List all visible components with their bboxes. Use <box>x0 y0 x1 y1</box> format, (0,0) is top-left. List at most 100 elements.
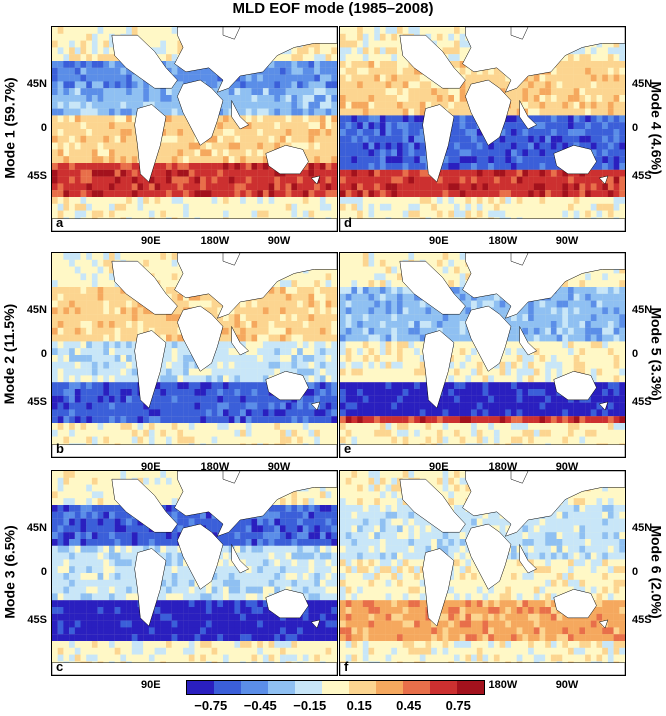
field-cell <box>80 280 87 288</box>
field-cell <box>103 361 110 369</box>
field-cell <box>217 607 224 614</box>
field-cell <box>86 368 93 376</box>
field-cell <box>103 197 110 204</box>
field-cell <box>91 545 98 553</box>
field-cell <box>262 361 269 369</box>
field-cell <box>302 634 309 642</box>
field-cell <box>314 586 321 594</box>
field-cell <box>114 368 121 376</box>
field-cell <box>459 54 466 62</box>
field-cell <box>120 327 127 335</box>
field-cell <box>143 423 150 430</box>
field-cell <box>114 620 121 628</box>
field-cell <box>362 67 369 75</box>
field-cell <box>69 627 75 635</box>
field-cell <box>240 74 246 82</box>
field-cell <box>74 115 81 123</box>
field-cell <box>240 361 246 369</box>
field-cell <box>262 593 269 601</box>
field-cell <box>154 203 161 211</box>
field-cell <box>325 634 332 642</box>
field-cell <box>262 115 269 123</box>
field-cell <box>103 484 110 492</box>
land-mass <box>266 371 309 400</box>
field-cell <box>291 67 298 75</box>
figure-title: MLD EOF mode (1985–2008) <box>232 0 434 17</box>
field-cell <box>63 129 70 136</box>
field-cell <box>166 566 172 574</box>
field-cell <box>86 532 93 540</box>
field-cell <box>97 108 104 116</box>
field-cell <box>166 210 172 218</box>
field-cell <box>245 382 252 390</box>
field-cell <box>240 203 246 211</box>
field-cell <box>217 176 224 184</box>
field-cell <box>314 163 321 170</box>
field-cell <box>379 61 386 68</box>
field-cell <box>80 423 87 430</box>
field-cell <box>240 647 246 655</box>
field-cell <box>114 355 121 362</box>
field-cell <box>120 613 127 621</box>
field-cell <box>223 149 229 157</box>
field-cell <box>74 273 81 281</box>
field-cell <box>74 545 81 553</box>
field-cell <box>302 613 309 621</box>
panel-letter: a <box>56 215 64 230</box>
field-cell <box>86 620 93 628</box>
field-cell <box>97 327 104 335</box>
field-cell <box>325 115 332 123</box>
field-cell <box>86 156 93 164</box>
field-cell <box>240 559 246 567</box>
field-cell <box>114 579 121 587</box>
field-cell <box>52 259 58 267</box>
field-cell <box>103 348 110 356</box>
field-cell <box>69 348 75 356</box>
field-cell <box>177 484 184 492</box>
field-cell <box>74 253 81 260</box>
field-cell <box>86 253 93 260</box>
field-cell <box>302 573 309 580</box>
field-cell <box>109 532 115 540</box>
field-cell <box>262 552 269 560</box>
field-cell <box>223 190 229 198</box>
field-cell <box>171 532 178 540</box>
field-cell <box>319 539 326 546</box>
field-cell <box>228 95 235 102</box>
field-cell <box>57 183 64 191</box>
field-cell <box>240 368 246 376</box>
field-cell <box>362 61 369 68</box>
field-cell <box>223 163 229 170</box>
field-cell <box>114 647 121 655</box>
field-cell <box>280 579 286 587</box>
field-cell <box>228 559 235 567</box>
field-cell <box>331 607 337 614</box>
field-cell <box>194 511 201 519</box>
field-cell <box>171 33 178 41</box>
field-cell <box>86 287 93 294</box>
field-cell <box>177 176 184 184</box>
field-cell <box>154 176 161 184</box>
field-cell <box>280 361 286 369</box>
field-cell <box>63 382 70 390</box>
field-cell <box>297 321 303 328</box>
field-cell <box>52 505 58 512</box>
field-cell <box>120 375 127 383</box>
field-cell <box>257 586 264 594</box>
field-cell <box>331 518 337 526</box>
field-cell <box>217 532 224 540</box>
field-cell <box>80 579 87 587</box>
field-cell <box>251 545 258 553</box>
field-cell <box>280 300 286 308</box>
field-cell <box>291 559 298 567</box>
field-cell <box>325 197 332 204</box>
field-cell <box>234 641 241 648</box>
field-cell <box>52 156 58 164</box>
field-cell <box>331 54 337 62</box>
field-cell <box>351 40 358 48</box>
field-cell <box>194 169 201 177</box>
field-cell <box>217 402 224 410</box>
field-cell <box>91 423 98 430</box>
field-cell <box>74 67 81 75</box>
field-cell <box>52 95 58 102</box>
